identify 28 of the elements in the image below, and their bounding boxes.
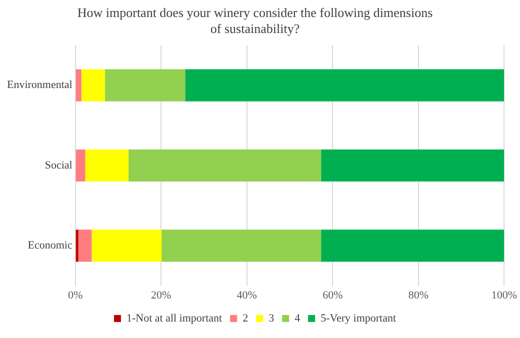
- y-tick-label: Environmental: [6, 79, 72, 92]
- legend-label: 2: [242, 312, 248, 324]
- legend-label: 5-Very important: [320, 312, 396, 324]
- bar: [104, 69, 186, 102]
- bar: [321, 230, 504, 262]
- x-tick-label: 20%: [151, 289, 172, 302]
- x-tick-label: 40%: [236, 289, 257, 302]
- bar: [78, 230, 92, 262]
- chart-title: How important does your winery consider the following dimensions of sustainability?: [77, 5, 433, 36]
- y-tick-label: Social: [44, 159, 72, 172]
- bar: [185, 69, 504, 102]
- x-tick-label: 100%: [491, 289, 518, 302]
- bar: [76, 69, 82, 102]
- legend-label: 1-Not at all important: [126, 312, 222, 324]
- y-tick-label: Economic: [28, 240, 72, 252]
- bar: [128, 149, 322, 182]
- bar: [92, 230, 162, 262]
- bar: [321, 149, 504, 182]
- bar: [162, 230, 322, 262]
- x-tick-label: 60%: [322, 289, 343, 302]
- bar: [81, 69, 105, 102]
- legend-label: 4: [294, 312, 301, 324]
- legend-label: 3: [268, 312, 275, 324]
- x-tick-label: 80%: [408, 289, 428, 302]
- bar: [85, 149, 129, 182]
- bar: [76, 149, 86, 182]
- bar: [76, 230, 78, 262]
- x-tick-label: 0%: [68, 289, 83, 302]
